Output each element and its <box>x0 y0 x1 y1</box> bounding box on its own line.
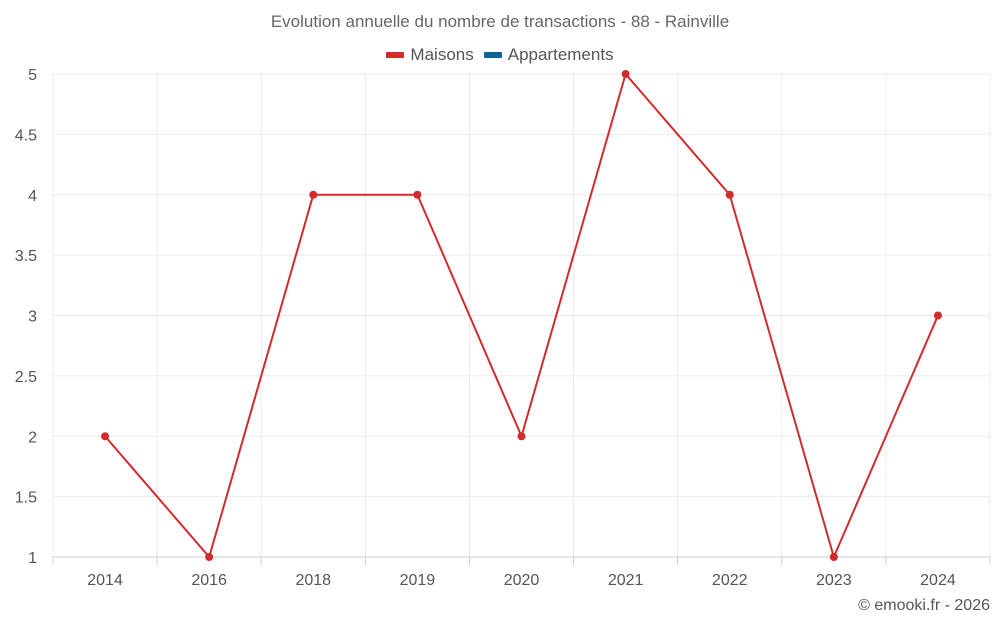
data-point <box>829 553 838 561</box>
data-point <box>309 190 318 199</box>
data-point <box>725 190 734 199</box>
y-tick-label: 4.5 <box>15 127 37 144</box>
x-tick-label: 2014 <box>87 572 123 589</box>
x-tick-label: 2021 <box>608 572 644 589</box>
legend-swatch-appartements <box>483 52 502 58</box>
y-tick-label: 3 <box>28 309 37 326</box>
y-tick-label: 5 <box>28 67 37 84</box>
x-tick-label: 2024 <box>920 572 956 589</box>
data-point <box>933 311 942 320</box>
y-tick-label: 2.5 <box>15 369 37 386</box>
y-tick-label: 1 <box>28 550 37 567</box>
x-tick-label: 2020 <box>504 572 540 589</box>
y-tick-label: 3.5 <box>15 248 37 265</box>
legend: Maisons Appartements <box>0 45 1000 65</box>
chart-title: Evolution annuelle du nombre de transact… <box>270 12 730 31</box>
legend-label-appartements: Appartements <box>507 45 614 64</box>
data-point <box>205 553 214 561</box>
x-tick-label: 2016 <box>191 572 227 589</box>
data-point <box>517 432 526 441</box>
data-point <box>621 70 630 78</box>
legend-item-maisons[interactable]: Maisons <box>386 45 474 65</box>
y-tick-label: 2 <box>28 429 37 446</box>
x-tick-label: 2018 <box>295 572 331 589</box>
y-tick-label: 4 <box>28 188 37 205</box>
credit-text: © emooki.fr - 2026 <box>858 597 990 614</box>
x-tick-label: 2019 <box>400 572 436 589</box>
y-tick-label: 1.5 <box>15 490 37 507</box>
legend-swatch-maisons <box>386 52 405 58</box>
legend-item-appartements[interactable]: Appartements <box>483 45 614 65</box>
legend-label-maisons: Maisons <box>410 45 474 64</box>
x-tick-label: 2022 <box>712 572 748 589</box>
data-point <box>101 432 110 441</box>
data-point <box>413 190 422 199</box>
x-tick-label: 2023 <box>816 572 852 589</box>
